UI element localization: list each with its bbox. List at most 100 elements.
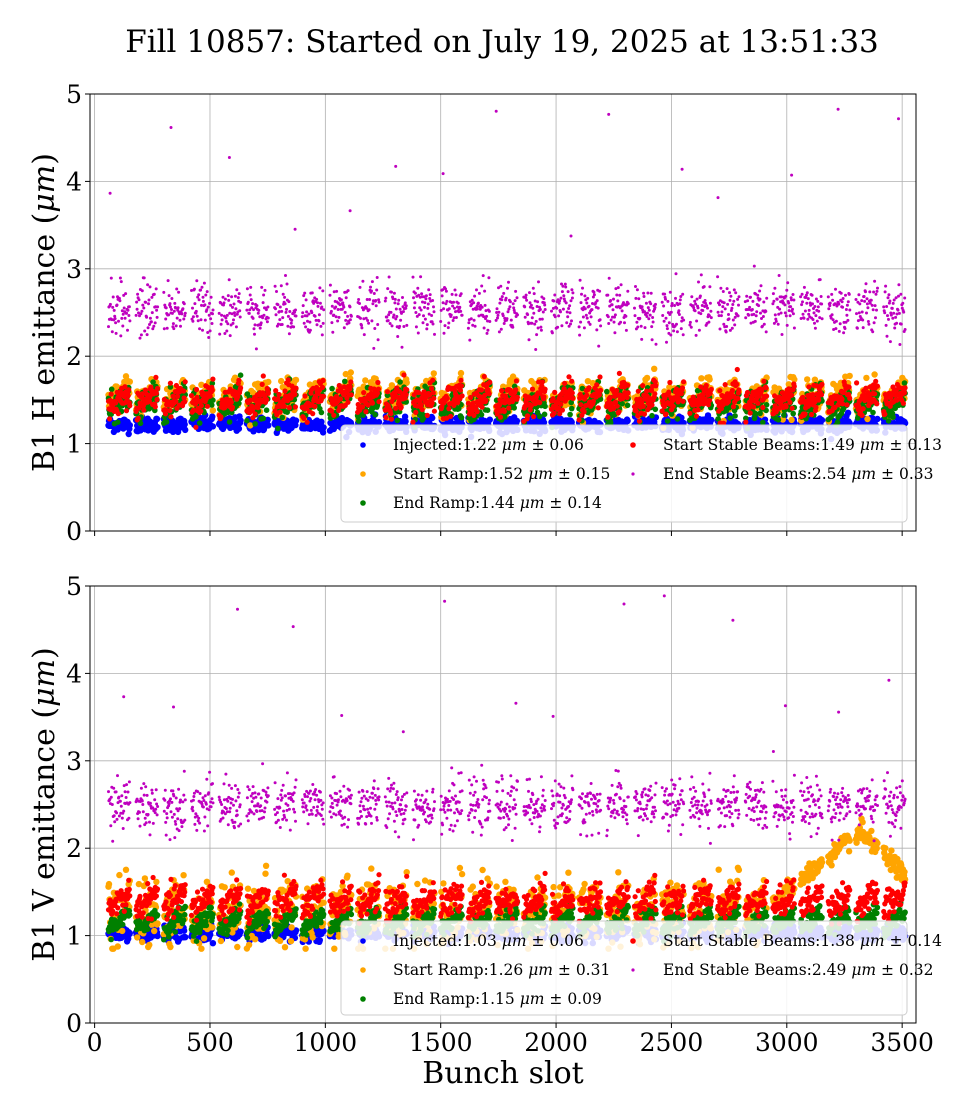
data-point (107, 325, 110, 329)
data-point (772, 393, 778, 399)
data-point (171, 322, 175, 326)
data-point (115, 419, 121, 426)
data-point (210, 322, 214, 325)
data-point (292, 417, 300, 424)
data-point (207, 336, 211, 339)
data-point (118, 299, 122, 303)
data-point (525, 413, 531, 419)
data-point (207, 313, 211, 317)
data-point (162, 290, 166, 294)
data-point (791, 383, 797, 389)
data-point (542, 403, 548, 410)
data-point (429, 400, 435, 406)
data-point (388, 382, 396, 389)
data-point (708, 416, 715, 424)
data-point (802, 411, 808, 417)
data-point (294, 314, 298, 318)
data-point (140, 289, 144, 293)
data-point (139, 333, 143, 337)
data-point (127, 305, 131, 309)
data-point (874, 383, 881, 389)
data-point (221, 295, 225, 299)
data-point (804, 376, 811, 383)
data-point (153, 321, 157, 325)
data-point (121, 312, 125, 316)
data-point (149, 320, 153, 324)
data-point (209, 413, 216, 420)
data-point (284, 274, 287, 277)
data-point (871, 371, 878, 378)
data-point (182, 379, 188, 385)
data-point (873, 378, 879, 384)
data-point (859, 412, 865, 418)
data-point (312, 403, 318, 409)
data-point (228, 334, 232, 338)
data-point (188, 393, 195, 399)
data-point (135, 307, 139, 311)
data-point (679, 385, 686, 391)
data-point (119, 280, 123, 284)
data-point (170, 297, 174, 300)
data-point (181, 421, 188, 428)
data-point (266, 305, 270, 309)
data-point (228, 399, 234, 405)
data-point (479, 404, 485, 410)
data-point (232, 318, 235, 322)
data-point (199, 288, 203, 292)
data-point (844, 402, 850, 408)
data-point (633, 408, 639, 414)
data-point (135, 415, 141, 421)
data-point (760, 419, 766, 426)
data-point (687, 410, 693, 416)
data-point (231, 321, 235, 325)
data-point (402, 418, 409, 425)
data-point (197, 293, 201, 297)
data-point (146, 283, 150, 287)
data-point (707, 397, 713, 404)
data-point (901, 380, 908, 386)
data-point (208, 301, 212, 305)
data-point (260, 285, 264, 289)
data-point (142, 276, 146, 280)
data-point (283, 302, 287, 306)
data-point (245, 287, 249, 291)
data-point (252, 327, 256, 331)
data-point (152, 324, 156, 328)
data-point (265, 422, 272, 429)
data-point (217, 311, 221, 315)
data-point (531, 414, 537, 420)
data-point (304, 419, 310, 425)
data-point (280, 323, 284, 326)
data-point (173, 301, 177, 305)
data-point (320, 424, 327, 431)
data-point (302, 393, 308, 399)
data-point (666, 389, 672, 395)
data-point (115, 411, 121, 417)
data-point (717, 388, 723, 394)
data-point (394, 417, 401, 424)
data-point (874, 401, 880, 407)
data-point (252, 411, 258, 417)
data-point (581, 409, 587, 415)
data-point (413, 409, 419, 415)
data-point (403, 392, 409, 398)
data-point (847, 395, 853, 401)
data-point (152, 404, 158, 410)
data-point (282, 388, 288, 394)
data-point (431, 395, 437, 401)
data-point (735, 395, 741, 401)
data-point (146, 326, 150, 330)
data-point (253, 332, 256, 336)
data-point (258, 326, 262, 330)
data-point (806, 384, 812, 390)
data-point (227, 298, 231, 302)
data-point (153, 390, 159, 396)
data-point (860, 406, 866, 412)
data-point (361, 390, 367, 396)
data-point (150, 295, 154, 299)
data-point (280, 309, 284, 313)
data-point (363, 409, 369, 415)
data-point (249, 285, 253, 289)
data-point (239, 300, 243, 304)
data-point (253, 323, 257, 327)
